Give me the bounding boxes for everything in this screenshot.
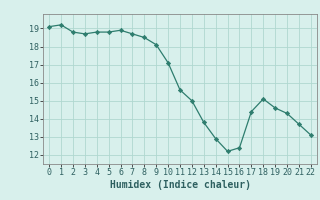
X-axis label: Humidex (Indice chaleur): Humidex (Indice chaleur) (109, 180, 251, 190)
